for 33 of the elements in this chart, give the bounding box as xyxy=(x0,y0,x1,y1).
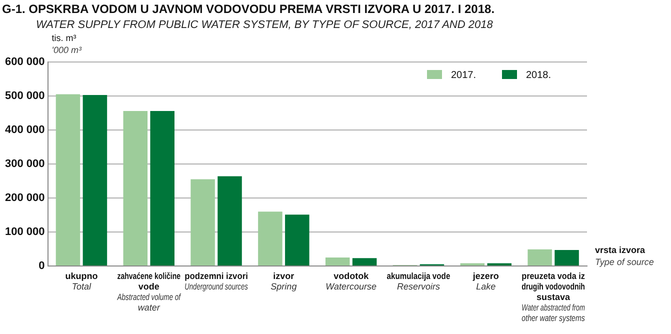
x-tick-label: jezero Lake xyxy=(472,270,500,292)
legend-label: 2017. xyxy=(451,70,476,81)
chart-title: G-1. OPSKRBA VODOM U JAVNOM VODOVODU PREMA VRSTI IZVORA U 2017. I 2018. xyxy=(2,2,495,16)
bar xyxy=(554,250,579,266)
bar xyxy=(285,214,310,266)
bar xyxy=(190,179,215,266)
x-tick-label: preuzeta voda iz drugih vodovodnih sustava Water abstracted from other water systems xyxy=(522,270,586,324)
y-tick-label: 100 000 xyxy=(4,226,45,238)
y-tick-label: 0 xyxy=(38,260,45,272)
bar xyxy=(150,110,174,266)
x-tick-label: podzemni izvori Underground sources xyxy=(184,270,248,292)
x-tick-label: ukupno Total xyxy=(65,270,98,292)
legend-label: 2018. xyxy=(526,70,552,81)
y-tick-label: 400 000 xyxy=(4,124,45,136)
x-axis-title: vrsta izvora Type of source xyxy=(595,244,654,267)
y-tick-label: 200 000 xyxy=(4,192,45,204)
bar xyxy=(258,212,282,266)
x-tick-label: vodotok Watercourse xyxy=(326,270,377,292)
y-tick-label: 300 000 xyxy=(4,158,45,170)
x-tick-label: zahvaćene količine vode Abstracted volume of water xyxy=(116,271,182,312)
y-axis-title: tis. m³ '000 m³ xyxy=(52,32,82,55)
y-tick-label: 500 000 xyxy=(4,90,45,102)
y-tick-label: 600 000 xyxy=(4,56,45,68)
bar xyxy=(325,258,350,266)
bar xyxy=(56,94,80,266)
chart-subtitle: WATER SUPPLY FROM PUBLIC WATER SYSTEM, BY TYPE OF SOURCE, 2017 AND 2018 xyxy=(36,19,493,31)
bar xyxy=(352,258,377,266)
x-tick-label: izvor Spring xyxy=(270,270,297,292)
x-tick-label: akumulacija vode Reservoirs xyxy=(386,270,451,292)
bar xyxy=(82,94,108,266)
bar xyxy=(123,110,148,266)
bar xyxy=(528,249,552,266)
bar xyxy=(218,176,242,266)
